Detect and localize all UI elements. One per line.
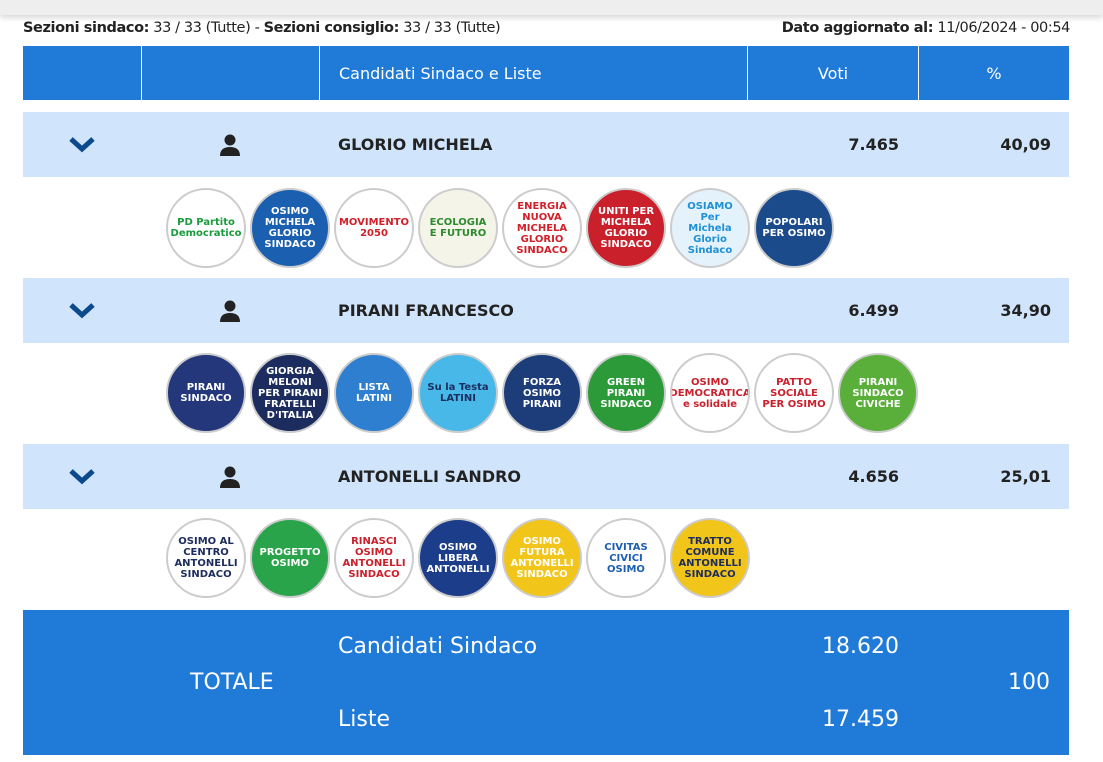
- total-lists-votes: 17.459: [822, 707, 899, 732]
- party-logo: CIVITAS CIVICI OSIMO: [586, 518, 666, 598]
- sezioni-consiglio-label: Sezioni consiglio:: [263, 20, 400, 36]
- candidate-percent: 40,09: [1000, 135, 1051, 154]
- party-logo: FORZA OSIMO PIRANI: [502, 353, 582, 433]
- total-label: TOTALE: [190, 670, 274, 695]
- candidate-row[interactable]: PIRANI FRANCESCO 6.499 34,90: [23, 278, 1069, 343]
- header-expand-col: [23, 46, 141, 100]
- person-icon: [220, 134, 240, 156]
- party-logo: RINASCI OSIMO ANTONELLI SINDACO: [334, 518, 414, 598]
- party-logo: UNITI PER MICHELA GLORIO SINDACO: [586, 188, 666, 268]
- candidate-name: ANTONELLI SANDRO: [338, 467, 522, 486]
- total-row: TOTALE Candidati Sindaco 18.620 Liste 17…: [23, 610, 1069, 755]
- sezioni-sindaco-value: 33 / 33 (Tutte): [153, 20, 251, 36]
- candidate-name: GLORIO MICHELA: [338, 135, 493, 154]
- top-bar: [0, 0, 1103, 15]
- sections-info: Sezioni sindaco: 33 / 33 (Tutte) - Sezio…: [23, 20, 501, 36]
- chevron-down-icon: [69, 302, 95, 318]
- candidate-votes: 7.465: [848, 135, 899, 154]
- total-percent: 100: [1008, 670, 1050, 695]
- party-logo: OSIMO AL CENTRO ANTONELLI SINDACO: [166, 518, 246, 598]
- header-percent: %: [918, 46, 1069, 100]
- party-logo: GREEN PIRANI SINDACO: [586, 353, 666, 433]
- party-logo: PIRANI SINDACO CIVICHE: [838, 353, 918, 433]
- party-logo: OSIMO FUTURA ANTONELLI SINDACO: [502, 518, 582, 598]
- party-logo: LISTA LATINI: [334, 353, 414, 433]
- party-logo: GIORGIA MELONI PER PIRANI FRATELLI D'ITA…: [250, 353, 330, 433]
- sezioni-consiglio-value: 33 / 33 (Tutte): [403, 20, 501, 36]
- chevron-down-icon: [69, 136, 95, 152]
- party-logo: OSIMO LIBERA ANTONELLI: [418, 518, 498, 598]
- update-info: Dato aggiornato al: 11/06/2024 - 00:54: [781, 20, 1071, 36]
- party-logo: PATTO SOCIALE PER OSIMO: [754, 353, 834, 433]
- party-logo: PROGETTO OSIMO: [250, 518, 330, 598]
- candidate-percent: 25,01: [1000, 467, 1051, 486]
- candidate-cell-icon: [141, 444, 319, 509]
- candidate-row[interactable]: ANTONELLI SANDRO 4.656 25,01: [23, 444, 1069, 509]
- candidate-cell-icon: [141, 112, 319, 177]
- party-logo: POPOLARI PER OSIMO: [754, 188, 834, 268]
- candidate-row[interactable]: GLORIO MICHELA 7.465 40,09: [23, 112, 1069, 177]
- candidate-votes: 4.656: [848, 467, 899, 486]
- party-logo: OSIAMO Per Michela Glorio Sindaco: [670, 188, 750, 268]
- candidate-votes: 6.499: [848, 301, 899, 320]
- total-candidates-votes: 18.620: [822, 634, 899, 659]
- header-icon-col: [141, 46, 319, 100]
- info-bar: Sezioni sindaco: 33 / 33 (Tutte) - Sezio…: [23, 17, 1070, 39]
- candidate-cell-icon: [141, 278, 319, 343]
- total-lists-label: Liste: [338, 707, 390, 732]
- separator: -: [254, 20, 260, 36]
- chevron-down-icon: [69, 468, 95, 484]
- expand-toggle[interactable]: [23, 444, 141, 509]
- person-icon: [220, 466, 240, 488]
- header-votes: Voti: [747, 46, 918, 100]
- party-logo: TRATTO COMUNE ANTONELLI SINDACO: [670, 518, 750, 598]
- party-logo: PIRANI SINDACO: [166, 353, 246, 433]
- party-logos: PIRANI SINDACO GIORGIA MELONI PER PIRANI …: [166, 353, 918, 433]
- expand-toggle[interactable]: [23, 278, 141, 343]
- person-icon: [220, 300, 240, 322]
- table-header: Candidati Sindaco e Liste Voti %: [23, 46, 1069, 100]
- party-logo: MOVIMENTO 2050: [334, 188, 414, 268]
- party-logo: OSIMO DEMOCRATICA e solidale: [670, 353, 750, 433]
- party-logo: ECOLOGIA E FUTURO: [418, 188, 498, 268]
- party-logo: OSIMO MICHELA GLORIO SINDACO: [250, 188, 330, 268]
- total-candidates-label: Candidati Sindaco: [338, 634, 538, 659]
- party-logo: PD Partito Democratico: [166, 188, 246, 268]
- header-candidates: Candidati Sindaco e Liste: [319, 46, 747, 100]
- updated-label: Dato aggiornato al:: [781, 20, 934, 36]
- sezioni-sindaco-label: Sezioni sindaco:: [23, 20, 150, 36]
- candidate-name: PIRANI FRANCESCO: [338, 301, 514, 320]
- party-logos: PD Partito Democratico OSIMO MICHELA GLOR…: [166, 188, 834, 268]
- party-logo: Su la Testa LATINI: [418, 353, 498, 433]
- candidate-percent: 34,90: [1000, 301, 1051, 320]
- party-logos: OSIMO AL CENTRO ANTONELLI SINDACO PROGETT…: [166, 518, 750, 598]
- updated-value: 11/06/2024 - 00:54: [937, 20, 1070, 36]
- party-logo: ENERGIA NUOVA MICHELA GLORIO SINDACO: [502, 188, 582, 268]
- expand-toggle[interactable]: [23, 112, 141, 177]
